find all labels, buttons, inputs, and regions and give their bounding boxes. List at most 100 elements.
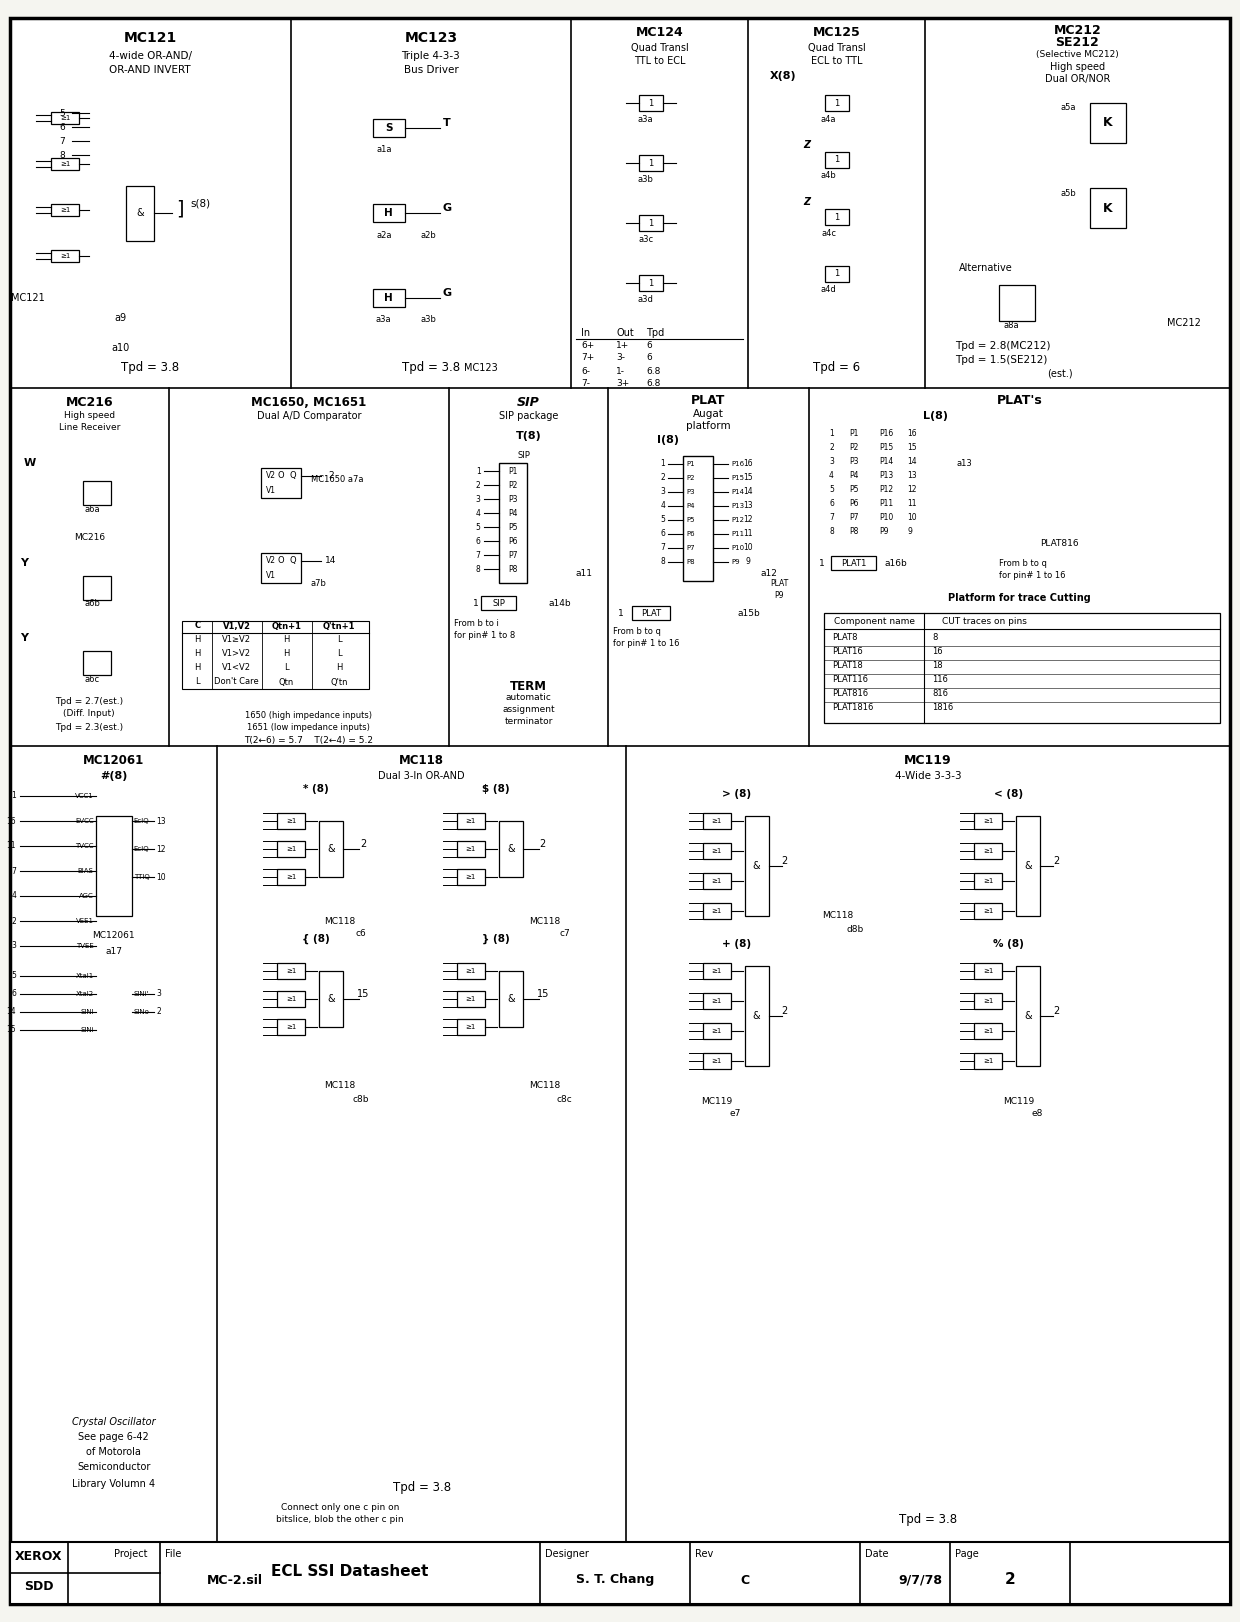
Text: Q'tn+1: Q'tn+1	[322, 621, 356, 631]
Text: Project: Project	[114, 1549, 148, 1559]
Text: 15: 15	[744, 474, 753, 482]
Text: Augat: Augat	[693, 409, 724, 418]
Text: d8b: d8b	[847, 925, 864, 934]
Text: 1650 (high impedance inputs): 1650 (high impedance inputs)	[246, 712, 372, 720]
Text: 2: 2	[11, 916, 16, 926]
Text: Tpd = 3.8: Tpd = 3.8	[393, 1481, 451, 1494]
Text: 6: 6	[830, 498, 835, 508]
Text: 9: 9	[908, 527, 911, 535]
Bar	[632, 607, 670, 620]
Text: for pin# 1 to 16: for pin# 1 to 16	[613, 639, 680, 649]
Text: a6a: a6a	[84, 504, 100, 514]
Text: Y: Y	[20, 558, 29, 568]
Text: MC118: MC118	[325, 916, 356, 926]
Text: PLAT1: PLAT1	[842, 558, 867, 568]
Text: PLAT: PLAT	[770, 579, 789, 587]
Bar	[1017, 816, 1040, 916]
Text: SIP: SIP	[492, 599, 506, 608]
Text: Tpd = 3.8: Tpd = 3.8	[122, 362, 180, 375]
Text: MC118: MC118	[325, 1082, 356, 1090]
Text: V1<V2: V1<V2	[222, 663, 250, 673]
Text: a3a: a3a	[376, 316, 392, 324]
Text: a3a: a3a	[639, 115, 653, 123]
Text: P12: P12	[879, 485, 893, 493]
Text: 6: 6	[11, 989, 16, 999]
Text: PLAT816: PLAT816	[1040, 539, 1079, 548]
Text: 6: 6	[661, 529, 666, 539]
Text: 1: 1	[835, 212, 839, 222]
Text: 1: 1	[835, 156, 839, 164]
Text: 6: 6	[646, 354, 652, 362]
Text: 2: 2	[781, 1006, 787, 1015]
Text: VEE1: VEE1	[76, 918, 94, 925]
Text: P14: P14	[879, 456, 893, 466]
Text: P9: P9	[774, 590, 784, 600]
Text: S. T. Chang: S. T. Chang	[575, 1573, 655, 1586]
Text: File: File	[165, 1549, 181, 1559]
Text: P5: P5	[508, 522, 517, 532]
Text: a13: a13	[956, 459, 972, 467]
Text: % (8): % (8)	[993, 939, 1024, 949]
Text: a10: a10	[110, 342, 129, 354]
Text: 8: 8	[830, 527, 833, 535]
Text: 1816: 1816	[932, 702, 954, 712]
Text: (Selective MC212): (Selective MC212)	[1037, 50, 1118, 58]
Text: Y: Y	[20, 633, 29, 642]
Text: EclQ: EclQ	[134, 817, 149, 824]
Text: P13: P13	[732, 503, 744, 509]
Text: 5: 5	[58, 109, 64, 117]
Text: of Motorola: of Motorola	[87, 1447, 141, 1457]
Text: Tpd = 2.3(est.): Tpd = 2.3(est.)	[56, 723, 123, 733]
Text: a1a: a1a	[376, 146, 392, 154]
Text: Dual A/D Comparator: Dual A/D Comparator	[257, 410, 361, 422]
Text: S: S	[386, 123, 393, 133]
Text: 4: 4	[830, 470, 835, 480]
Bar	[277, 991, 305, 1007]
Text: Page: Page	[955, 1549, 978, 1559]
Text: 2: 2	[329, 470, 334, 480]
Text: c8c: c8c	[557, 1095, 573, 1103]
Text: ≥1: ≥1	[983, 848, 993, 855]
Text: 6: 6	[58, 123, 64, 131]
Text: bitslice, blob the other c pin: bitslice, blob the other c pin	[277, 1515, 404, 1525]
Bar	[745, 816, 769, 916]
Bar	[51, 157, 79, 170]
Text: a3d: a3d	[637, 295, 653, 303]
Text: automatic: automatic	[506, 694, 552, 702]
Text: V2: V2	[265, 556, 275, 564]
Text: P7: P7	[687, 545, 696, 551]
Bar	[95, 816, 131, 916]
Text: MC1650, MC1651: MC1650, MC1651	[252, 396, 367, 409]
Text: MC125: MC125	[812, 26, 861, 39]
Bar	[975, 993, 1002, 1009]
Bar	[498, 821, 523, 878]
Text: 6.8: 6.8	[646, 380, 661, 389]
Text: 15: 15	[357, 989, 370, 999]
Text: 2: 2	[661, 474, 666, 482]
Text: Dual 3-In OR-AND: Dual 3-In OR-AND	[378, 770, 465, 782]
Text: PLAT8: PLAT8	[832, 633, 858, 641]
Text: &: &	[1024, 1011, 1032, 1020]
Text: ≥1: ≥1	[465, 847, 476, 852]
Text: P11: P11	[879, 498, 893, 508]
Bar	[456, 869, 485, 886]
Text: 13: 13	[156, 816, 166, 826]
Bar	[10, 1543, 1230, 1604]
Text: Qtn+1: Qtn+1	[272, 621, 301, 631]
Text: &: &	[327, 843, 335, 855]
Text: PLAT's: PLAT's	[997, 394, 1043, 407]
Bar	[51, 204, 79, 216]
Text: 4-Wide 3-3-3: 4-Wide 3-3-3	[895, 770, 961, 782]
Text: Z: Z	[804, 196, 810, 208]
Text: 1-: 1-	[616, 367, 625, 376]
Bar	[639, 216, 663, 230]
Text: 9/7/78: 9/7/78	[898, 1573, 942, 1586]
Text: Designer: Designer	[546, 1549, 589, 1559]
Bar	[703, 813, 730, 829]
Text: ≥1: ≥1	[712, 848, 722, 855]
Text: P9: P9	[732, 560, 740, 564]
Text: Line Receiver: Line Receiver	[58, 423, 120, 433]
Text: MC1650 a7a: MC1650 a7a	[311, 475, 363, 485]
Text: 15: 15	[6, 1025, 16, 1035]
Text: (est.): (est.)	[1047, 368, 1073, 380]
